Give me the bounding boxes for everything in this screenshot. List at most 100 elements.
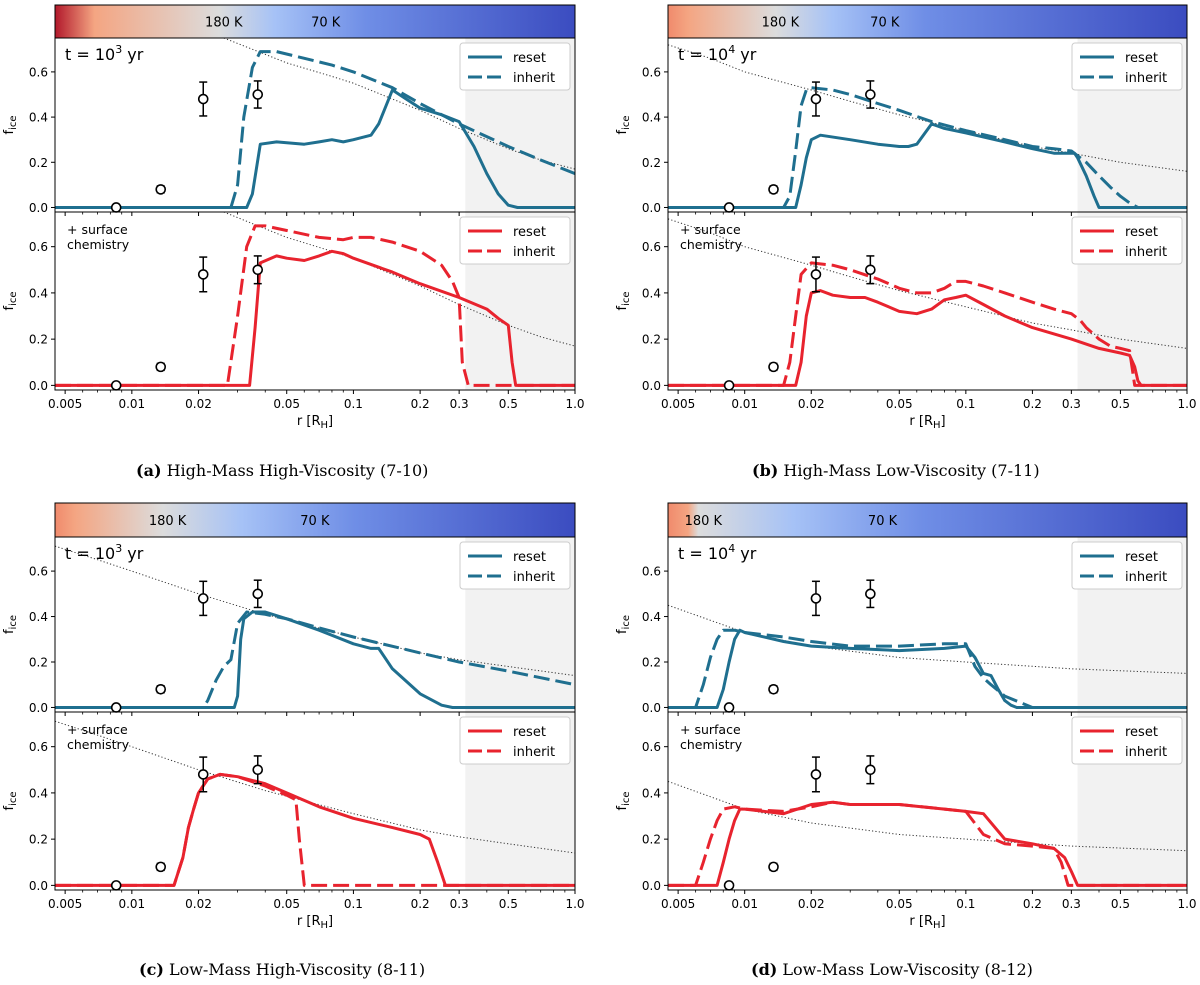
caption-text: Low-Mass Low-Viscosity (8-12) <box>777 960 1033 979</box>
observation-point <box>810 580 822 617</box>
y-tick-label: 0.4 <box>642 786 661 800</box>
colorbar-gradient <box>54 4 576 39</box>
x-tick-label: 0.02 <box>798 897 825 911</box>
observation-marker <box>810 93 822 105</box>
reference-dotted-curve <box>668 44 1187 172</box>
panel-surface-chemistry: 0.0 0.2 0.4 0.6 fice 0.005 0.01 0.02 0.05 0.1 0.2 0… <box>2 711 585 911</box>
observation-point <box>197 580 209 617</box>
x-axis-label: r [RH] <box>297 414 333 431</box>
observation-marker <box>723 702 735 713</box>
x-tick-label: 0.1 <box>956 897 975 911</box>
x-axis-label: r [RH] <box>297 914 333 931</box>
x-tick-label: 0.02 <box>185 897 212 911</box>
observation-point <box>155 184 167 195</box>
x-tick-label: 0.01 <box>731 897 758 911</box>
x-tick-label: 0.3 <box>1062 397 1081 411</box>
caption-letter: (d) <box>751 960 778 979</box>
subfigure-a: 180 K 70 K 0.0 0.2 0.4 0.6 fice t = 103 yr reset… <box>2 4 585 431</box>
y-tick-label: 0.0 <box>29 879 48 893</box>
legend-label-reset: reset <box>1125 550 1158 565</box>
x-tick-label: 0.005 <box>661 397 695 411</box>
observation-marker <box>155 184 167 195</box>
caption-letter: (b) <box>752 461 779 480</box>
y-axis-label: fice <box>2 615 19 634</box>
legend: reset inherit <box>1071 216 1183 265</box>
reference-dotted-curve <box>668 780 1187 852</box>
series-line-inherit <box>55 772 575 887</box>
observation-marker <box>252 264 264 276</box>
colorbar-gradient <box>667 502 1188 538</box>
legend-label-reset: reset <box>1125 725 1158 740</box>
observation-point <box>252 755 264 785</box>
x-tick-label: 0.2 <box>1023 897 1042 911</box>
colorbar-label-70k: 70 K <box>311 16 341 31</box>
x-tick-label: 0.01 <box>731 397 758 411</box>
y-tick-label: 0.6 <box>642 565 661 579</box>
observation-marker <box>810 593 822 604</box>
surface-chemistry-label-line2: chemistry <box>680 237 743 252</box>
x-tick-label: 1.0 <box>565 397 584 411</box>
series-line-reset <box>55 249 575 387</box>
observation-point <box>810 756 822 793</box>
observation-point <box>252 80 264 109</box>
observation-marker <box>252 89 264 100</box>
y-tick-label: 0.4 <box>642 286 661 300</box>
reference-dotted-curve <box>55 720 575 854</box>
series-line-reset <box>668 800 1187 887</box>
panel-base: 0.0 0.2 0.4 0.6 fice t = 104 yr reset inherit <box>615 37 1188 216</box>
panel-base: 0.0 0.2 0.4 0.6 fice t = 103 yr reset inherit <box>2 37 576 216</box>
legend-label-reset: reset <box>1125 225 1158 240</box>
panel-surface-chemistry: 0.0 0.2 0.4 0.6 fice 0.005 0.01 0.02 0.05 0.1 0.2 0… <box>615 711 1197 911</box>
colorbar-label-180k: 180 K <box>149 514 187 529</box>
subfigure-b: 180 K 70 K 0.0 0.2 0.4 0.6 fice t = 104 yr reset… <box>615 4 1197 431</box>
x-axis-label: r [RH] <box>909 414 945 431</box>
time-label: t = 104 yr <box>678 43 757 64</box>
x-tick-label: 0.05 <box>273 897 300 911</box>
observation-point <box>110 380 122 391</box>
legend: reset inherit <box>459 216 571 265</box>
observation-point <box>768 184 779 195</box>
observation-marker <box>768 184 779 195</box>
y-tick-label: 0.2 <box>29 833 48 847</box>
reference-dotted-curve <box>223 38 575 170</box>
x-tick-label: 0.3 <box>450 897 469 911</box>
x-tick-label: 0.01 <box>118 397 145 411</box>
temperature-colorbar: 180 K 70 K <box>667 4 1188 39</box>
legend: reset inherit <box>459 541 571 590</box>
observation-point <box>252 255 264 285</box>
surface-chemistry-label-line1: + surface <box>680 722 741 737</box>
time-label: t = 103 yr <box>65 542 144 563</box>
caption-text: Low-Mass High-Viscosity (8-11) <box>163 960 426 979</box>
observation-marker <box>155 361 167 373</box>
x-tick-label: 0.5 <box>499 397 518 411</box>
colorbar-gradient <box>667 4 1188 39</box>
legend: reset inherit <box>459 716 571 765</box>
subfigure-c: 180 K 70 K 0.0 0.2 0.4 0.6 fice t = 103 yr reset… <box>2 502 585 931</box>
caption-c: (c) Low-Mass High-Viscosity (8-11) <box>139 960 425 979</box>
observation-point <box>155 861 167 873</box>
axes-frame <box>54 711 576 891</box>
colorbar-label-70k: 70 K <box>868 514 898 529</box>
y-tick-label: 0.6 <box>642 740 661 754</box>
caption-text: High-Mass Low-Viscosity (7-11) <box>778 461 1040 480</box>
y-tick-label: 0.2 <box>642 656 661 670</box>
observation-point <box>197 81 209 117</box>
legend: reset inherit <box>459 42 571 91</box>
x-tick-label: 0.1 <box>344 397 363 411</box>
subfigure-d: 180 K 70 K 0.0 0.2 0.4 0.6 fice t = 104 yr reset… <box>615 502 1197 931</box>
legend: reset inherit <box>1071 42 1183 91</box>
caption-letter: (a) <box>136 461 162 480</box>
series-line-inherit <box>668 261 1187 387</box>
series-line-reset <box>668 628 1187 709</box>
y-tick-label: 0.4 <box>642 610 661 624</box>
legend-label-reset: reset <box>513 550 546 565</box>
legend-label-inherit: inherit <box>513 245 555 260</box>
x-tick-label: 0.1 <box>956 397 975 411</box>
observation-point <box>810 81 822 117</box>
legend-label-reset: reset <box>513 51 546 66</box>
series-line-inherit <box>55 50 575 209</box>
observation-point <box>768 683 779 695</box>
y-tick-label: 0.2 <box>29 656 48 670</box>
y-axis-label: fice <box>615 115 632 134</box>
legend: reset inherit <box>1071 541 1183 590</box>
